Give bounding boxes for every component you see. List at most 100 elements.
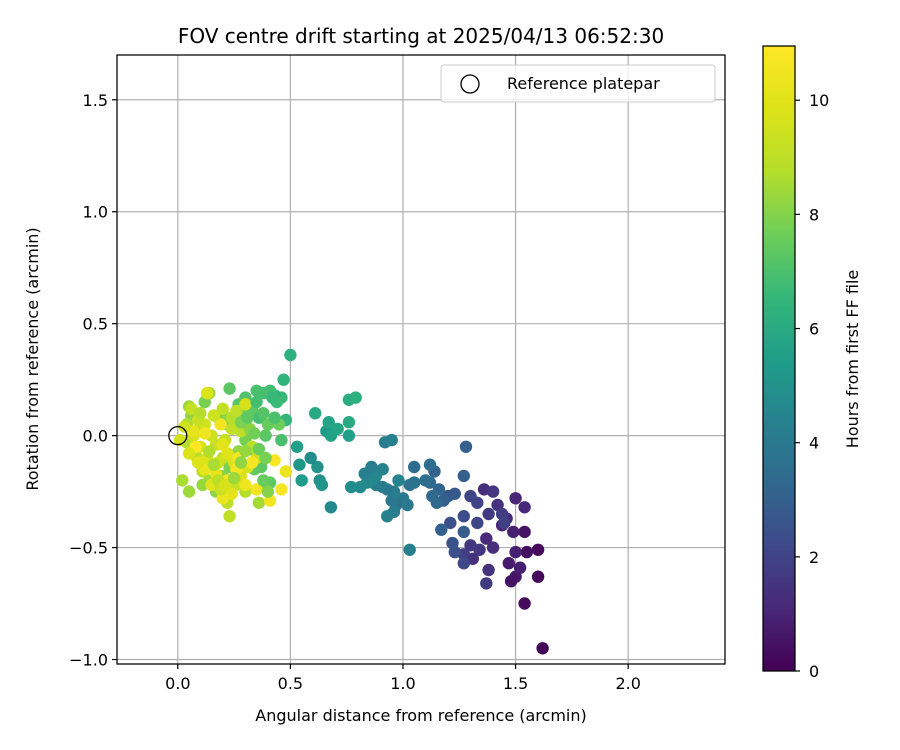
data-point — [203, 445, 216, 458]
data-point — [216, 402, 229, 415]
data-point — [257, 407, 270, 420]
data-point — [250, 483, 263, 496]
data-point — [241, 411, 254, 424]
data-point — [331, 422, 344, 436]
y-tick-label: −0.5 — [69, 539, 108, 558]
data-point — [457, 510, 470, 523]
data-point — [309, 407, 322, 420]
colorbar-label: Hours from first FF file — [843, 270, 862, 449]
chart-title: FOV centre drift starting at 2025/04/13 … — [178, 24, 664, 48]
data-point — [311, 460, 324, 474]
data-point — [518, 597, 531, 610]
data-point — [482, 563, 495, 577]
data-point — [435, 523, 448, 536]
data-point — [182, 485, 196, 498]
data-point — [459, 440, 473, 453]
data-point — [345, 480, 358, 494]
data-point — [218, 478, 232, 492]
data-point — [214, 418, 227, 431]
data-point — [385, 433, 398, 447]
data-point — [486, 485, 500, 498]
x-tick-label: 0.0 — [165, 674, 190, 693]
data-point — [207, 458, 220, 471]
data-point — [194, 407, 207, 420]
data-point — [248, 427, 261, 440]
data-point — [324, 501, 338, 514]
data-point — [293, 458, 306, 471]
data-point — [403, 543, 416, 556]
data-point — [444, 516, 457, 530]
y-tick-label: −1.0 — [69, 651, 108, 670]
data-point — [342, 429, 356, 442]
data-point — [207, 409, 220, 422]
data-point — [509, 492, 522, 505]
y-axis-ticks: −1.0 −0.5 0.0 0.5 1.0 1.5 — [69, 91, 117, 670]
x-tick-label: 0.5 — [278, 674, 303, 693]
plot-frame — [116, 54, 726, 665]
grid — [117, 55, 725, 664]
data-point — [200, 386, 214, 400]
data-point — [290, 440, 304, 453]
data-point — [392, 474, 405, 487]
data-point — [354, 480, 367, 494]
data-point — [342, 416, 356, 429]
data-point — [178, 420, 191, 433]
data-point — [365, 460, 378, 474]
data-point — [498, 516, 511, 530]
x-tick-label: 1.0 — [390, 674, 415, 693]
data-point — [502, 557, 515, 570]
data-point — [504, 575, 518, 588]
data-point — [486, 541, 500, 554]
colorbar-tick-label: 0 — [809, 662, 819, 681]
legend-label-reference: Reference platepar — [507, 74, 660, 93]
data-point — [191, 456, 205, 469]
data-point — [239, 398, 252, 411]
data-point — [520, 545, 533, 559]
data-points — [168, 348, 549, 655]
data-point — [480, 532, 493, 545]
data-point — [423, 458, 437, 471]
legend: Reference platepar — [440, 64, 716, 103]
colorbar-tick-label: 2 — [809, 548, 819, 567]
x-tick-label: 1.5 — [503, 674, 528, 693]
data-point — [426, 489, 439, 503]
data-point — [239, 445, 252, 458]
data-point — [457, 557, 470, 570]
colorbar-tick-label: 8 — [809, 205, 819, 224]
data-point — [457, 469, 470, 483]
data-point — [322, 416, 335, 429]
data-point — [198, 427, 211, 440]
data-point — [275, 433, 288, 447]
x-axis-ticks: 0.0 0.5 1.0 1.5 2.0 — [165, 664, 641, 693]
data-point — [259, 451, 272, 465]
data-point — [257, 474, 270, 487]
data-point — [531, 570, 545, 583]
colorbar-ticks: 0 2 4 6 8 10 — [795, 91, 829, 681]
data-point — [464, 489, 477, 503]
y-axis-label: Rotation from reference (arcmin) — [23, 227, 42, 490]
data-point — [518, 501, 531, 514]
data-point — [536, 642, 549, 655]
data-point — [509, 545, 522, 559]
y-tick-label: 0.0 — [83, 427, 108, 446]
data-point — [408, 460, 421, 474]
data-point — [250, 395, 263, 409]
y-tick-label: 1.5 — [83, 91, 108, 110]
data-point — [531, 543, 545, 556]
legend-box — [440, 64, 716, 103]
colorbar-tick-label: 10 — [809, 91, 829, 110]
y-tick-label: 0.5 — [83, 315, 108, 334]
data-point — [513, 561, 527, 574]
data-point — [471, 516, 484, 530]
colorbar-gradient — [762, 45, 796, 672]
data-point — [448, 487, 461, 500]
data-point — [507, 525, 520, 539]
data-point — [295, 474, 308, 487]
x-tick-label: 2.0 — [615, 674, 640, 693]
data-point — [196, 478, 209, 492]
data-point — [268, 411, 281, 424]
data-point — [252, 496, 266, 509]
data-point — [446, 536, 459, 550]
data-point — [266, 391, 279, 404]
